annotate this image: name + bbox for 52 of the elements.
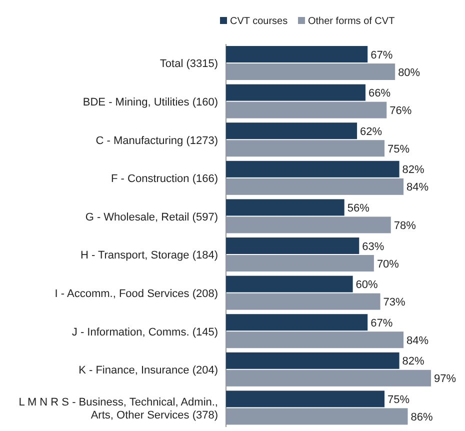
bar bbox=[226, 199, 344, 216]
y-tick-label: L M N R S - Business, Technical, Admin., Arts, Other Services (378) bbox=[18, 396, 218, 422]
bar bbox=[226, 293, 380, 310]
legend-label: Other forms of CVT bbox=[308, 16, 395, 27]
data-label: 84% bbox=[406, 182, 429, 194]
bar bbox=[226, 255, 374, 272]
data-label: 75% bbox=[388, 394, 410, 406]
data-label: 76% bbox=[390, 105, 412, 118]
data-label: 86% bbox=[410, 411, 433, 424]
data-label: 82% bbox=[402, 164, 425, 176]
data-label: 67% bbox=[370, 49, 393, 62]
data-label: 80% bbox=[398, 66, 420, 79]
bar bbox=[226, 276, 353, 292]
data-label: 63% bbox=[362, 240, 384, 253]
data-label: 75% bbox=[388, 143, 410, 156]
bar bbox=[226, 178, 404, 195]
bar bbox=[226, 314, 368, 331]
bar bbox=[226, 390, 385, 408]
y-tick-label: G - Wholesale, Retail (597) bbox=[85, 211, 218, 224]
y-tick-label: C - Manufacturing (1273) bbox=[96, 134, 218, 147]
y-tick-label: H - Transport, Storage (184) bbox=[80, 250, 218, 262]
data-label: 97% bbox=[434, 373, 456, 386]
bar bbox=[226, 216, 391, 234]
y-tick-label: I - Accomm., Food Services (208) bbox=[54, 288, 218, 300]
data-label: 56% bbox=[347, 202, 370, 214]
data-label: 62% bbox=[360, 126, 382, 138]
bar bbox=[226, 46, 368, 62]
bar bbox=[226, 102, 387, 118]
bar bbox=[226, 352, 400, 369]
data-label: 60% bbox=[356, 279, 378, 292]
y-tick-label: J - Information, Comms. (145) bbox=[72, 326, 218, 338]
bar bbox=[226, 408, 408, 425]
y-tick-label: K - Finance, Insurance (204) bbox=[78, 364, 218, 377]
bar bbox=[226, 160, 400, 178]
data-label: 67% bbox=[370, 317, 393, 330]
bar bbox=[226, 122, 358, 140]
data-label: 78% bbox=[394, 220, 416, 232]
data-label: 82% bbox=[402, 356, 425, 368]
y-tick-label: Total (3315) bbox=[160, 58, 218, 70]
bar bbox=[226, 238, 360, 254]
bar bbox=[226, 64, 396, 80]
bar bbox=[226, 84, 366, 101]
data-label: 84% bbox=[406, 334, 429, 347]
data-label: 73% bbox=[383, 296, 406, 309]
y-tick-label: F - Construction (166) bbox=[111, 173, 218, 186]
data-label: 70% bbox=[376, 258, 400, 270]
bar bbox=[226, 370, 431, 386]
y-tick-label: BDE - Mining, Utilities (160) bbox=[82, 96, 218, 108]
bar bbox=[226, 332, 404, 348]
data-label: 66% bbox=[368, 88, 391, 100]
legend-label: CVT courses bbox=[230, 16, 288, 27]
bar bbox=[226, 140, 385, 157]
